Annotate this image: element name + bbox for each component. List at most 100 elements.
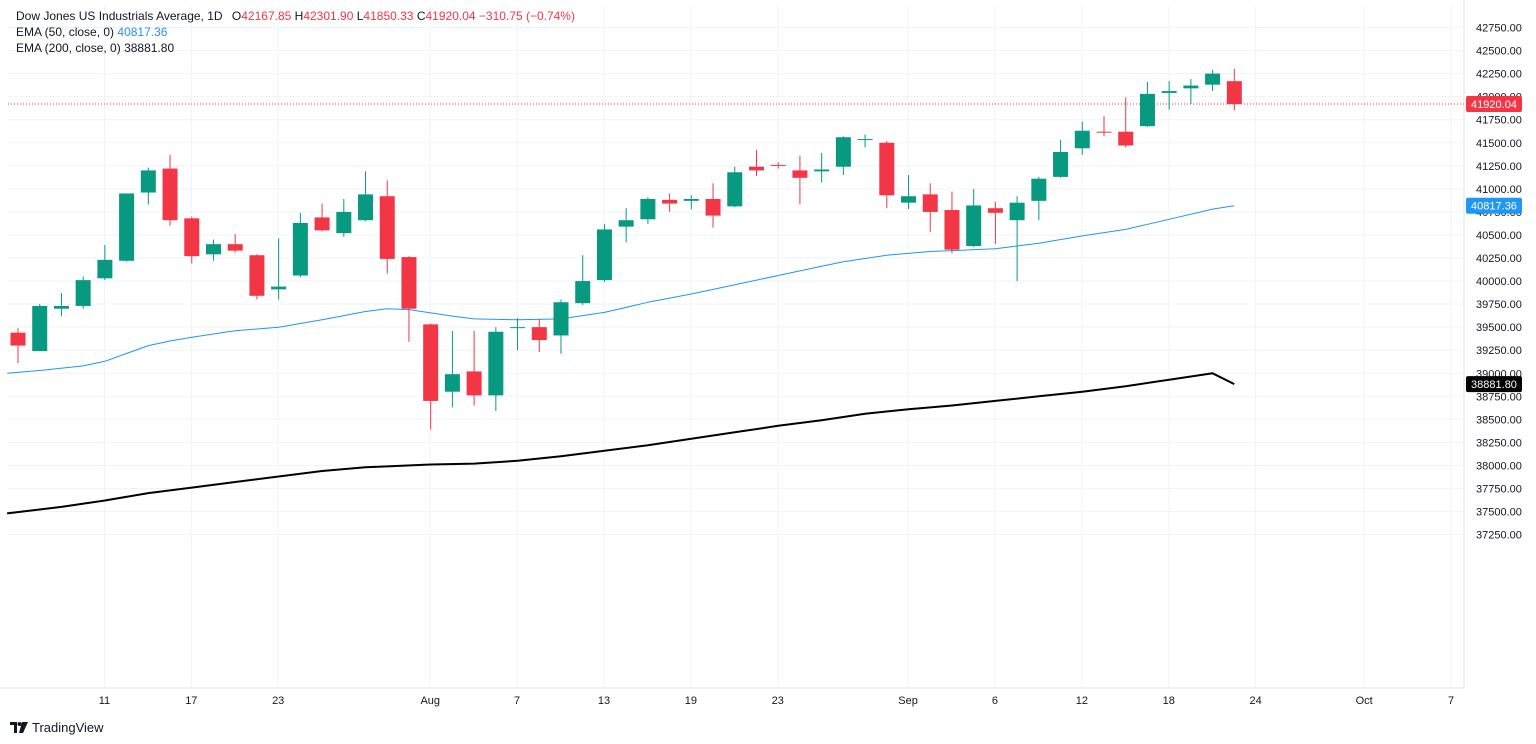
ema200-line — [6, 372, 1235, 515]
candle-body — [75, 280, 91, 306]
candle — [1096, 116, 1112, 137]
candle-body — [10, 332, 26, 346]
candle-body — [119, 193, 135, 261]
candle-body — [1183, 85, 1199, 89]
candle-body — [1226, 81, 1242, 105]
candle — [379, 180, 395, 274]
candle-body — [292, 222, 308, 276]
candle-body — [271, 286, 287, 290]
ema200-price-label: 38881.80 — [1471, 379, 1517, 391]
legend-high-value: 42301.90 — [303, 9, 354, 23]
x-tick-label: 17 — [185, 695, 197, 707]
tradingview-brand[interactable]: TradingView — [10, 720, 104, 735]
legend-close-label: C — [416, 9, 426, 23]
x-tick-label: 12 — [1076, 695, 1088, 707]
candle — [705, 183, 721, 228]
legend-open-label: O — [231, 9, 242, 23]
candle — [1118, 97, 1134, 148]
last-price-label: 41920.04 — [1471, 99, 1517, 111]
candle — [32, 304, 48, 352]
candle-body — [727, 172, 743, 207]
candle-body — [1053, 151, 1069, 177]
candle — [444, 330, 460, 408]
candle-body — [205, 244, 221, 255]
candle — [1053, 139, 1069, 178]
brand-name: TradingView — [32, 720, 104, 735]
candle — [987, 201, 1003, 245]
candle-body — [1009, 202, 1025, 221]
candle — [1031, 176, 1047, 221]
candle-body — [140, 170, 156, 193]
y-tick-label: 39750.00 — [1476, 299, 1522, 311]
candle — [140, 167, 156, 205]
candle-body — [423, 324, 439, 401]
candle-body — [249, 255, 265, 296]
x-tick-label: 24 — [1249, 695, 1261, 707]
candle — [857, 134, 873, 148]
candle — [662, 193, 678, 212]
legend-high-label: H — [294, 9, 304, 23]
y-tick-label: 41500.00 — [1476, 138, 1522, 150]
candle — [1183, 79, 1199, 105]
candle — [97, 245, 113, 281]
y-tick-label: 42250.00 — [1476, 69, 1522, 81]
candle-body — [1096, 131, 1112, 133]
candle-body — [944, 210, 960, 250]
legend-ema50-label: EMA (50, close, 0) — [16, 25, 115, 39]
candle — [358, 171, 374, 222]
candle-body — [401, 257, 417, 309]
candle — [1205, 69, 1221, 92]
candle-body — [358, 194, 374, 221]
candle-body — [553, 302, 569, 336]
candle-body — [531, 327, 547, 341]
candle — [1139, 81, 1155, 128]
legend-ema50-row[interactable]: EMA (50, close, 0) 40817.36 — [16, 24, 575, 40]
chart-legend: Dow Jones US Industrials Average, 1D O 42… — [16, 8, 575, 56]
candle-body — [227, 244, 243, 251]
ema50-price-label: 40817.36 — [1471, 201, 1517, 213]
candle-body — [640, 198, 656, 220]
candle-body — [1139, 93, 1155, 127]
legend-title: Dow Jones US Industrials Average, 1D — [16, 9, 223, 23]
candle-body — [336, 211, 352, 234]
candle — [119, 193, 135, 262]
x-tick-label: 18 — [1163, 695, 1175, 707]
y-tick-label: 42500.00 — [1476, 46, 1522, 58]
candle — [792, 155, 808, 205]
ema50-price-label-bg — [1466, 197, 1522, 214]
candle-body — [162, 168, 178, 221]
candle-body — [901, 196, 917, 203]
candle-body — [466, 371, 482, 396]
candle-body — [835, 137, 851, 167]
candle-body — [1074, 130, 1090, 149]
candle — [10, 328, 26, 364]
candle — [618, 208, 634, 243]
y-tick-label: 40250.00 — [1476, 253, 1522, 265]
legend-ema200-value: 38881.80 — [124, 41, 175, 55]
legend-change: −310.75 (−0.74%) — [478, 9, 575, 23]
legend-ema200-row[interactable]: EMA (200, close, 0) 38881.80 — [16, 40, 575, 56]
x-tick-label: 23 — [272, 695, 284, 707]
x-tick-label: 7 — [1448, 695, 1454, 707]
candle-body — [770, 164, 786, 166]
candle — [488, 327, 504, 412]
x-tick-label: 13 — [598, 695, 610, 707]
candle — [944, 191, 960, 254]
candle-body — [510, 327, 526, 329]
candle-body — [966, 205, 982, 247]
candle — [1074, 121, 1090, 155]
y-tick-label: 37250.00 — [1476, 530, 1522, 542]
candle — [727, 166, 743, 208]
candle-body — [662, 199, 678, 204]
y-tick-label: 38250.00 — [1476, 437, 1522, 449]
candle-body — [1031, 178, 1047, 201]
candle — [770, 162, 786, 169]
candle — [53, 293, 69, 317]
candle-body — [748, 166, 764, 171]
candle — [336, 198, 352, 237]
candle — [271, 238, 287, 300]
x-tick-label: 11 — [99, 695, 110, 707]
x-tick-label: Sep — [898, 695, 918, 707]
candle — [401, 256, 417, 342]
